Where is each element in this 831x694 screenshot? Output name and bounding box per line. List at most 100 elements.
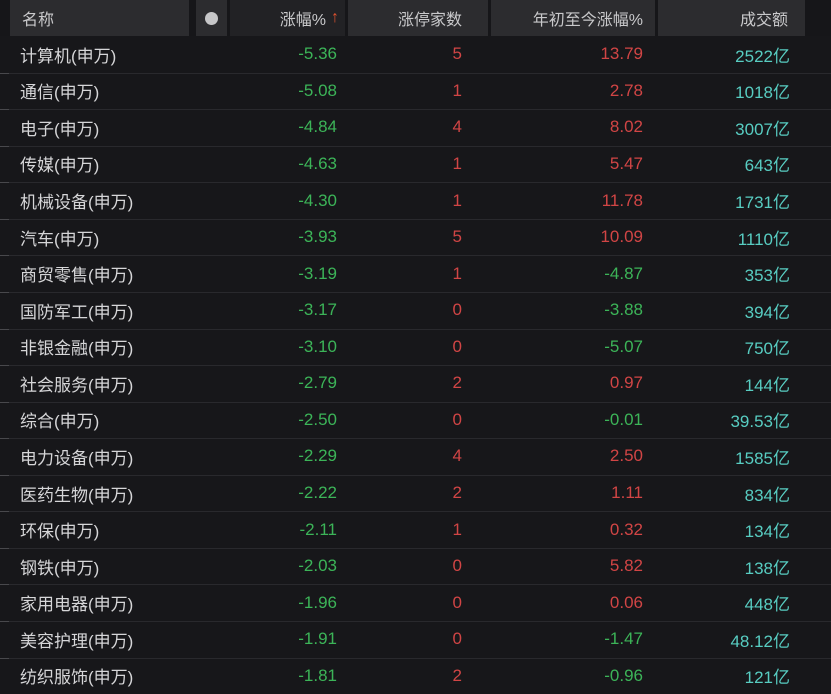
limit-up-count-value: 0 — [452, 300, 462, 320]
ytd-change-value: 5.47 — [609, 153, 643, 173]
limit-up-count-value: 1 — [452, 80, 462, 100]
turnover-value: 834亿 — [744, 485, 790, 505]
column-header-ytd-change[interactable]: 年初至今涨幅% — [491, 0, 655, 36]
limit-up-count-value: 1 — [452, 190, 462, 210]
change-percent-value: -2.29 — [298, 446, 337, 466]
column-header-ytd-label: 年初至今涨幅% — [532, 12, 643, 29]
sector-row[interactable]: 社会服务(申万) -2.79 2 0.97 144亿 — [0, 365, 831, 402]
sector-row[interactable]: 机械设备(申万) -4.30 1 11.78 1731亿 — [0, 182, 831, 219]
table-header: 名称 涨幅% ↑ 涨停家数 年初至今涨幅% 成交额 — [0, 0, 831, 36]
turnover-value: 48.12亿 — [730, 631, 790, 651]
sector-name: 汽车(申万) — [20, 229, 100, 249]
sector-name: 家用电器(申万) — [20, 595, 134, 615]
sector-row[interactable]: 电力设备(申万) -2.29 4 2.50 1585亿 — [0, 438, 831, 475]
turnover-value: 1731亿 — [735, 193, 790, 213]
column-header-change-label: 涨幅% — [279, 12, 326, 29]
change-percent-value: -2.79 — [298, 373, 337, 393]
sector-name: 电力设备(申万) — [20, 448, 134, 468]
change-percent-value: -5.08 — [298, 80, 337, 100]
header-divider — [189, 0, 196, 36]
sector-row[interactable]: 商贸零售(申万) -3.19 1 -4.87 353亿 — [0, 255, 831, 292]
turnover-value: 138亿 — [744, 558, 790, 578]
turnover-value: 448亿 — [744, 595, 790, 615]
sector-row[interactable]: 汽车(申万) -3.93 5 10.09 1110亿 — [0, 218, 831, 256]
turnover-value: 353亿 — [744, 266, 790, 286]
column-header-turnover-label: 成交额 — [739, 12, 788, 29]
change-percent-value: -3.93 — [298, 227, 337, 247]
sector-row[interactable]: 通信(申万) -5.08 1 2.78 1018亿 — [0, 72, 831, 110]
turnover-value: 1110亿 — [737, 229, 790, 249]
sort-ascending-icon: ↑ — [331, 9, 339, 26]
limit-up-count-value: 1 — [452, 263, 462, 283]
sector-name: 环保(申万) — [20, 522, 100, 542]
limit-up-count-value: 1 — [452, 153, 462, 173]
limit-up-count-value: 0 — [452, 556, 462, 576]
sector-row[interactable]: 环保(申万) -2.11 1 0.32 134亿 — [0, 511, 831, 548]
change-percent-value: -1.91 — [298, 629, 337, 649]
limit-up-count-value: 4 — [452, 446, 462, 466]
sector-row[interactable]: 传媒(申万) -4.63 1 5.47 643亿 — [0, 145, 831, 183]
sector-row[interactable]: 综合(申万) -2.50 0 -0.01 39.53亿 — [0, 401, 831, 439]
limit-up-count-value: 0 — [452, 592, 462, 612]
ytd-change-value: 13.79 — [600, 44, 643, 64]
ytd-change-value: -4.87 — [604, 263, 643, 283]
limit-up-count-value: 0 — [452, 629, 462, 649]
ytd-change-value: -1.47 — [604, 629, 643, 649]
column-header-turnover[interactable]: 成交额 — [658, 0, 805, 36]
header-divider — [345, 0, 348, 36]
limit-up-count-value: 2 — [452, 665, 462, 685]
turnover-value: 144亿 — [744, 375, 790, 395]
table-body: 计算机(申万) -5.36 5 13.79 2522亿 通信(申万) -5.08… — [0, 36, 831, 694]
column-header-marker[interactable] — [196, 0, 227, 36]
sector-name: 通信(申万) — [20, 83, 100, 103]
sector-row[interactable]: 医药生物(申万) -2.22 2 1.11 834亿 — [0, 474, 831, 512]
header-divider — [488, 0, 491, 36]
sector-row[interactable]: 美容护理(申万) -1.91 0 -1.47 48.12亿 — [0, 621, 831, 658]
sector-row[interactable]: 纺织服饰(申万) -1.81 2 -0.96 121亿 — [0, 657, 831, 694]
ytd-change-value: -3.88 — [604, 300, 643, 320]
ytd-change-value: 11.78 — [601, 190, 643, 210]
ytd-change-value: 2.50 — [609, 446, 643, 466]
limit-up-count-value: 2 — [452, 373, 462, 393]
sector-row[interactable]: 家用电器(申万) -1.96 0 0.06 448亿 — [0, 584, 831, 621]
sector-row[interactable]: 非银金融(申万) -3.10 0 -5.07 750亿 — [0, 328, 831, 366]
column-header-change-percent[interactable]: 涨幅% ↑ — [230, 0, 345, 36]
column-header-name[interactable]: 名称 — [10, 0, 189, 36]
change-percent-value: -2.11 — [299, 519, 338, 539]
sector-name: 非银金融(申万) — [20, 339, 134, 359]
dot-icon — [205, 11, 218, 25]
turnover-value: 1018亿 — [735, 83, 790, 103]
sector-name: 传媒(申万) — [20, 156, 100, 176]
sector-row[interactable]: 国防军工(申万) -3.17 0 -3.88 394亿 — [0, 291, 831, 329]
column-header-limit-up-count[interactable]: 涨停家数 — [348, 0, 488, 36]
column-header-limit-up-label: 涨停家数 — [397, 12, 462, 29]
change-percent-value: -2.03 — [298, 556, 337, 576]
limit-up-count-value: 0 — [452, 336, 462, 356]
turnover-value: 3007亿 — [735, 119, 790, 139]
sector-name: 社会服务(申万) — [20, 375, 134, 395]
header-divider — [655, 0, 658, 36]
sector-name: 商贸零售(申万) — [20, 266, 134, 286]
change-percent-value: -2.50 — [298, 409, 337, 429]
ytd-change-value: 1.11 — [611, 483, 643, 503]
ytd-change-value: 0.97 — [609, 373, 643, 393]
sector-row[interactable]: 钢铁(申万) -2.03 0 5.82 138亿 — [0, 547, 831, 585]
limit-up-count-value: 0 — [452, 409, 462, 429]
limit-up-count-value: 1 — [452, 519, 462, 539]
ytd-change-value: 5.82 — [609, 556, 643, 576]
change-percent-value: -4.63 — [298, 153, 337, 173]
turnover-value: 134亿 — [744, 522, 790, 542]
turnover-value: 1585亿 — [735, 448, 790, 468]
change-percent-value: -1.96 — [298, 592, 337, 612]
sector-name: 医药生物(申万) — [20, 485, 134, 505]
header-left-spacer — [0, 0, 10, 36]
turnover-value: 2522亿 — [735, 46, 790, 66]
ytd-change-value: -0.96 — [604, 665, 643, 685]
sector-name: 美容护理(申万) — [20, 631, 134, 651]
sector-row[interactable]: 计算机(申万) -5.36 5 13.79 2522亿 — [0, 36, 831, 73]
change-percent-value: -2.22 — [298, 483, 337, 503]
sector-row[interactable]: 电子(申万) -4.84 4 8.02 3007亿 — [0, 109, 831, 146]
ytd-change-value: -5.07 — [604, 336, 643, 356]
limit-up-count-value: 5 — [452, 44, 462, 64]
sector-name: 综合(申万) — [20, 412, 100, 432]
